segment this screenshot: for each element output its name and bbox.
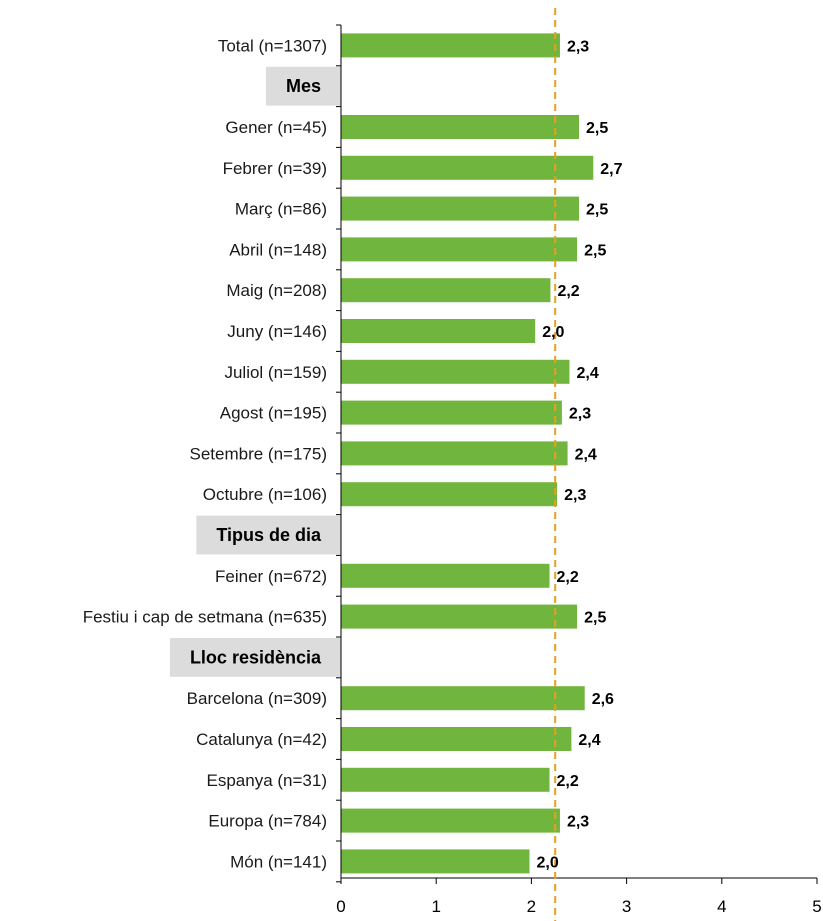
data-label: 2,0 <box>536 854 558 871</box>
bar <box>341 563 550 588</box>
data-label: 2,4 <box>575 446 597 463</box>
category-label: Món (n=141) <box>230 852 327 871</box>
bar <box>341 441 568 466</box>
category-label: Juny (n=146) <box>227 322 327 341</box>
x-tick-label: 4 <box>717 897 726 916</box>
section-label: Tipus de dia <box>216 525 322 545</box>
data-label: 2,5 <box>586 202 608 219</box>
data-label: 2,5 <box>584 610 606 627</box>
category-label: Agost (n=195) <box>220 404 327 423</box>
bar <box>341 196 579 221</box>
data-label: 2,3 <box>569 406 591 423</box>
category-label: Catalunya (n=42) <box>196 730 327 749</box>
data-label: 2,2 <box>556 569 578 586</box>
category-label: Abril (n=148) <box>229 240 327 259</box>
bar <box>341 115 579 139</box>
bar <box>341 604 578 629</box>
x-tick-label: 0 <box>336 897 345 916</box>
data-label: 2,5 <box>584 242 606 259</box>
category-label: Espanya (n=31) <box>207 771 328 790</box>
category-label: Festiu i cap de setmana (n=635) <box>83 608 327 627</box>
section-label: Lloc residència <box>190 647 322 667</box>
x-tick-label: 3 <box>622 897 631 916</box>
data-label: 2,4 <box>578 732 600 749</box>
bar <box>341 767 550 792</box>
bar <box>341 278 551 303</box>
data-label: 2,3 <box>564 487 586 504</box>
section-background <box>265 66 341 106</box>
category-label: Febrer (n=39) <box>223 159 327 178</box>
data-label: 2,5 <box>586 120 608 137</box>
data-label: 2,2 <box>557 283 579 300</box>
section-label: Mes <box>286 76 321 96</box>
bar <box>341 237 578 262</box>
category-label: Març (n=86) <box>235 200 327 219</box>
bar <box>341 400 562 425</box>
data-label: 2,3 <box>567 814 589 831</box>
section-background <box>196 515 341 555</box>
bar <box>341 686 585 711</box>
bar <box>341 808 560 833</box>
category-label: Total (n=1307) <box>218 36 327 55</box>
category-label: Barcelona (n=309) <box>187 689 327 708</box>
bar <box>341 319 536 343</box>
section-background <box>169 638 341 677</box>
category-label: Gener (n=45) <box>225 118 327 137</box>
data-label: 2,7 <box>600 161 622 178</box>
bar <box>341 33 560 58</box>
data-label: 2,2 <box>556 773 578 790</box>
data-label: 2,0 <box>542 324 564 341</box>
bar <box>341 849 530 874</box>
category-label: Octubre (n=106) <box>203 485 327 504</box>
data-label: 2,4 <box>576 365 598 382</box>
category-label: Europa (n=784) <box>208 812 327 831</box>
category-label: Juliol (n=159) <box>224 363 327 382</box>
bar <box>341 727 572 751</box>
data-label: 2,3 <box>567 38 589 55</box>
category-label: Feiner (n=672) <box>215 567 327 586</box>
category-label: Setembre (n=175) <box>190 444 328 463</box>
x-tick-label: 5 <box>812 897 821 916</box>
data-label: 2,6 <box>592 691 614 708</box>
bar <box>341 482 558 507</box>
x-tick-label: 2 <box>527 897 536 916</box>
category-label: Maig (n=208) <box>226 281 327 300</box>
bar <box>341 155 594 180</box>
x-tick-label: 1 <box>431 897 440 916</box>
bar <box>341 359 570 384</box>
